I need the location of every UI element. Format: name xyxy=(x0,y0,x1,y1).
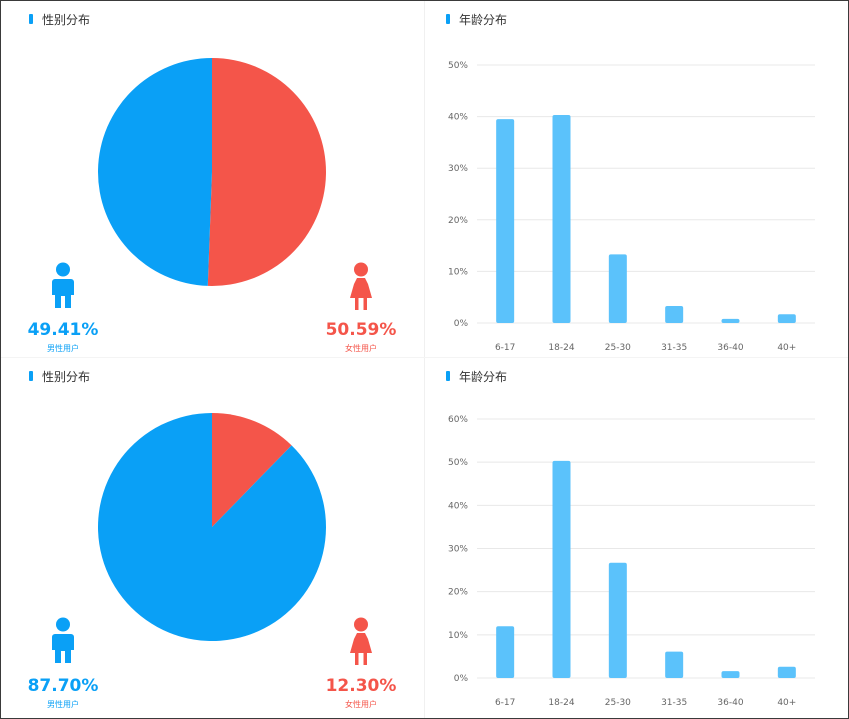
y-tick-label: 40% xyxy=(448,501,468,511)
y-tick-label: 10% xyxy=(448,267,468,277)
gender-pie-chart xyxy=(97,413,326,641)
bar xyxy=(608,254,627,323)
x-tick-label: 40+ xyxy=(777,698,796,708)
y-tick-label: 30% xyxy=(448,545,468,555)
bar xyxy=(665,305,684,323)
age-title-text: 年龄分布 xyxy=(459,369,508,384)
vertical-divider xyxy=(424,1,425,718)
bar xyxy=(777,314,796,323)
male-caption: 男性用户 xyxy=(47,700,79,709)
title-marker xyxy=(29,14,33,24)
female-percentage: 50.59% xyxy=(325,320,397,340)
y-tick-label: 0% xyxy=(454,674,469,684)
female-user-icon xyxy=(349,617,373,669)
x-tick-label: 31-35 xyxy=(661,343,687,353)
age-bar-chart: 0% 10% 20% 30% 40% 50% 6-17 18-24 25-30 31-35 36-4… xyxy=(448,61,815,353)
y-tick-label: 20% xyxy=(448,588,468,598)
male-percentage: 87.70% xyxy=(27,676,99,696)
x-tick-label: 25-30 xyxy=(605,343,631,353)
y-tick-label: 0% xyxy=(454,319,469,329)
male-percentage: 49.41% xyxy=(27,320,99,340)
female-user-icon xyxy=(349,262,373,314)
panel-title: 年龄分布 xyxy=(446,11,507,27)
x-tick-label: 6-17 xyxy=(495,698,515,708)
bar xyxy=(777,666,796,678)
panel-title: 年龄分布 xyxy=(446,368,507,384)
age-panel: 年龄分布 0% 10% 20% 30% 40% 50% 6-17 18-24 25-30 31-3… xyxy=(425,1,848,357)
x-tick-label: 36-40 xyxy=(717,343,743,353)
age-bar-chart: 0% 10% 20% 30% 40% 50% 60% 6-17 18-24 25-30 31-35 3… xyxy=(448,415,815,708)
male-caption: 男性用户 xyxy=(47,344,79,353)
male-user-icon xyxy=(51,617,75,669)
bar xyxy=(608,562,627,678)
gender-title-text: 性别分布 xyxy=(42,12,91,27)
y-tick-label: 50% xyxy=(448,61,468,71)
gender-panel: 性别分布 49.41% 男性用户 50.59% 女性用户 xyxy=(1,1,424,357)
x-tick-label: 36-40 xyxy=(717,698,743,708)
y-tick-label: 50% xyxy=(448,458,468,468)
bar xyxy=(496,119,515,324)
female-caption: 女性用户 xyxy=(345,700,377,709)
gender-pie-chart xyxy=(97,58,326,286)
pie-slice-male xyxy=(97,58,212,286)
x-tick-label: 18-24 xyxy=(548,343,574,353)
pie-slice-female xyxy=(207,58,326,286)
y-tick-label: 10% xyxy=(448,631,468,641)
panel-title: 性别分布 xyxy=(29,11,90,27)
gender-panel: 性别分布 87.70% 男性用户 12.30% 女性用户 xyxy=(1,358,424,718)
y-tick-label: 60% xyxy=(448,415,468,425)
horizontal-divider xyxy=(1,357,848,358)
bar xyxy=(552,460,571,678)
y-tick-label: 30% xyxy=(448,164,468,174)
bar xyxy=(721,671,740,678)
x-tick-label: 31-35 xyxy=(661,698,687,708)
y-tick-label: 40% xyxy=(448,113,468,123)
title-marker xyxy=(446,371,450,381)
age-panel: 年龄分布 0% 10% 20% 30% 40% 50% 60% 6-17 18-24 25-30 3… xyxy=(425,358,848,718)
y-tick-label: 20% xyxy=(448,216,468,226)
title-marker xyxy=(29,371,33,381)
bar xyxy=(721,318,740,323)
panel-title: 性别分布 xyxy=(29,368,90,384)
x-tick-label: 18-24 xyxy=(548,698,574,708)
female-caption: 女性用户 xyxy=(345,344,377,353)
gender-title-text: 性别分布 xyxy=(42,369,91,384)
male-user-icon xyxy=(51,262,75,314)
bar xyxy=(552,115,571,323)
pie-slice-male xyxy=(97,413,326,641)
title-marker xyxy=(446,14,450,24)
x-tick-label: 40+ xyxy=(777,343,796,353)
female-percentage: 12.30% xyxy=(325,676,397,696)
bar xyxy=(665,651,684,678)
x-tick-label: 6-17 xyxy=(495,343,515,353)
pie-slice-female xyxy=(212,413,292,527)
age-title-text: 年龄分布 xyxy=(459,12,508,27)
x-tick-label: 25-30 xyxy=(605,698,631,708)
bar xyxy=(496,626,515,678)
